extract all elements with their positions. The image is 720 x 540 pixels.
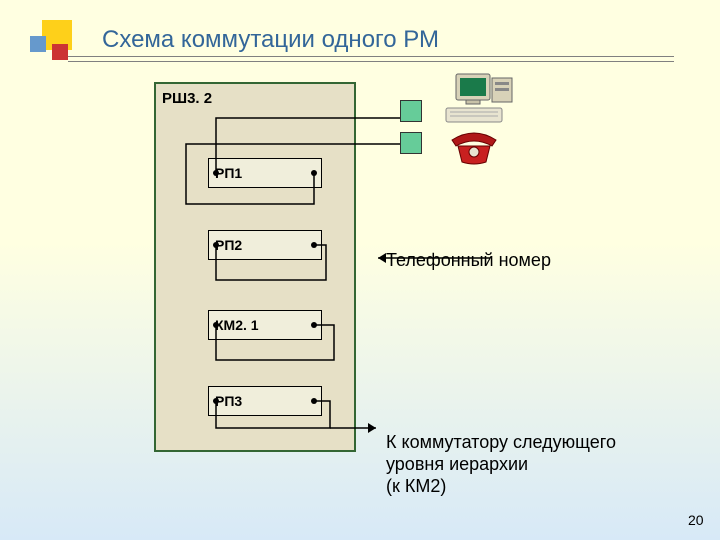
logo-blue-square (30, 36, 46, 52)
node-rp1: РП1 (208, 158, 322, 188)
node-rp3-label: РП3 (215, 393, 242, 409)
outer-box-label: РШ3. 2 (162, 90, 212, 107)
computer-icon (436, 72, 516, 126)
node-rp1-label: РП1 (215, 165, 242, 181)
logo-red-square (52, 44, 68, 60)
node-rp2: РП2 (208, 230, 322, 260)
page-number: 20 (688, 512, 704, 528)
node-km21-label: КМ2. 1 (215, 317, 259, 333)
node-rp2-label: РП2 (215, 237, 242, 253)
connector-lines (0, 0, 720, 540)
text-next_level_1: К коммутатору следующего (386, 432, 616, 453)
connector-box-0 (400, 100, 422, 122)
slide: Схема коммутации одного РМ РШ3. 2 РП1 РП2 КМ… (0, 0, 720, 540)
telephone-icon (446, 130, 502, 166)
page-title: Схема коммутации одного РМ (102, 26, 439, 54)
text-next_level_2: уровня иерархии (386, 454, 528, 475)
text-phone_label: Телефонный номер (386, 250, 551, 271)
text-next_level_3: (к КМ2) (386, 476, 446, 497)
connector-box-1 (400, 132, 422, 154)
node-km21: КМ2. 1 (208, 310, 322, 340)
node-rp3: РП3 (208, 386, 322, 416)
title-underline (68, 56, 674, 62)
